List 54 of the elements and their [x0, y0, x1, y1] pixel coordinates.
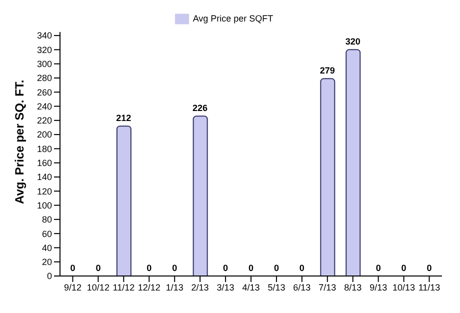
x-tick-label: 10/13 — [392, 282, 416, 292]
y-tick-label: 100 — [36, 200, 52, 210]
x-tick-label: 6/13 — [293, 282, 311, 292]
y-tick-label: 280 — [36, 73, 52, 84]
bar — [320, 78, 336, 276]
bar — [192, 116, 208, 276]
data-label: 279 — [320, 66, 335, 76]
x-tick-label: 8/13 — [344, 282, 362, 292]
bar — [116, 126, 132, 276]
x-tick-label: 2/13 — [191, 282, 209, 292]
y-tick-label: 220 — [36, 116, 52, 126]
data-label: 0 — [299, 263, 304, 273]
data-label: 0 — [70, 263, 76, 273]
x-tick-label: 11/12 — [112, 282, 135, 292]
x-tick-label: 10/12 — [86, 282, 110, 292]
y-tick-label: 60 — [42, 228, 52, 239]
y-tick-label: 180 — [36, 144, 52, 154]
bar — [346, 49, 361, 276]
x-tick-label: 9/13 — [370, 282, 388, 292]
data-label: 320 — [345, 36, 360, 47]
y-tick-label: 40 — [42, 242, 52, 253]
x-tick-label: 9/12 — [64, 282, 82, 292]
y-tick-label: 140 — [36, 172, 52, 182]
y-tick-label: 20 — [42, 257, 52, 268]
data-label: 0 — [426, 263, 432, 273]
data-label: 0 — [376, 263, 381, 273]
y-tick-label: 260 — [36, 87, 52, 98]
x-tick-label: 4/13 — [242, 282, 260, 292]
data-label: 0 — [248, 263, 254, 273]
data-label: 0 — [223, 263, 228, 273]
y-tick-label: 200 — [36, 130, 52, 140]
y-tick-label: 240 — [36, 101, 52, 112]
legend-label: Avg Price per SQFT — [192, 13, 274, 24]
x-tick-label: 7/13 — [318, 282, 336, 292]
data-label: 226 — [192, 103, 208, 114]
data-label: 0 — [274, 263, 279, 273]
y-tick-label: 0 — [46, 271, 52, 282]
y-tick-label: 80 — [42, 214, 52, 225]
x-tick-label: 12/12 — [138, 282, 160, 292]
data-label: 0 — [96, 263, 101, 273]
y-tick-label: 160 — [36, 158, 52, 168]
data-label: 0 — [172, 263, 178, 273]
y-tick-label: 120 — [36, 186, 52, 196]
x-tick-label: 1/13 — [166, 282, 184, 292]
x-tick-label: 11/13 — [418, 282, 440, 292]
data-label: 0 — [401, 263, 406, 273]
x-tick-label: 3/13 — [216, 282, 234, 292]
data-label: 0 — [146, 263, 152, 273]
data-label: 212 — [116, 113, 132, 124]
y-tick-label: 340 — [36, 30, 52, 41]
y-tick-label: 300 — [36, 59, 52, 70]
y-tick-label: 320 — [36, 44, 52, 55]
y-axis-title: Avg. Price per SQ. FT. — [12, 80, 26, 204]
x-tick-label: 5/13 — [268, 282, 286, 292]
